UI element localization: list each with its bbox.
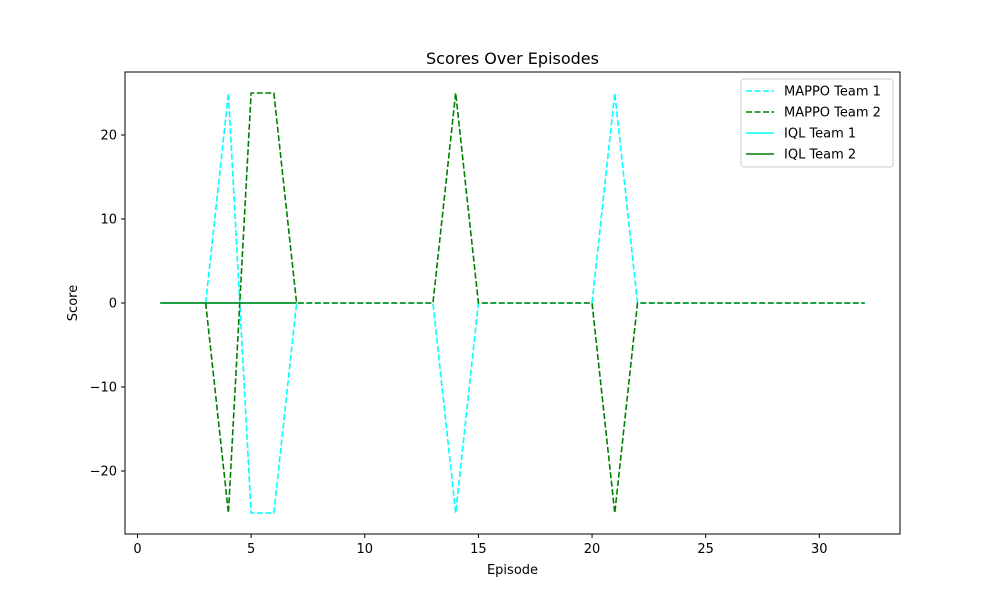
x-tick-label: 20 <box>584 542 601 557</box>
legend-label: IQL Team 2 <box>784 148 856 163</box>
legend-label: MAPPO Team 2 <box>784 106 881 121</box>
x-tick-label: 5 <box>247 542 255 557</box>
chart-title: Scores Over Episodes <box>426 49 599 68</box>
y-tick-label: −10 <box>90 381 117 396</box>
legend: MAPPO Team 1 MAPPO Team 2 IQL Team 1 IQL Te… <box>740 78 894 168</box>
legend-label: IQL Team 1 <box>784 127 856 142</box>
legend-frame <box>740 78 894 168</box>
x-axis-ticks: 0 5 10 15 20 25 30 <box>133 534 828 557</box>
series-line-mappo-team-2 <box>204 92 865 514</box>
x-axis-label: Episode <box>487 563 538 578</box>
y-tick-label: −20 <box>90 465 117 480</box>
plot-area-frame <box>124 71 901 535</box>
y-tick-label: 20 <box>100 129 117 144</box>
x-tick-label: 15 <box>470 542 487 557</box>
x-tick-label: 0 <box>133 542 141 557</box>
x-tick-label: 10 <box>356 542 373 557</box>
legend-label: MAPPO Team 1 <box>784 85 881 100</box>
y-axis-ticks: −20 −10 0 10 20 <box>90 129 125 480</box>
y-tick-label: 10 <box>100 213 117 228</box>
y-axis-label: Score <box>66 285 81 321</box>
x-tick-label: 25 <box>697 542 714 557</box>
y-tick-label: 0 <box>109 297 117 312</box>
plot-lines <box>160 92 865 514</box>
x-tick-label: 30 <box>811 542 828 557</box>
